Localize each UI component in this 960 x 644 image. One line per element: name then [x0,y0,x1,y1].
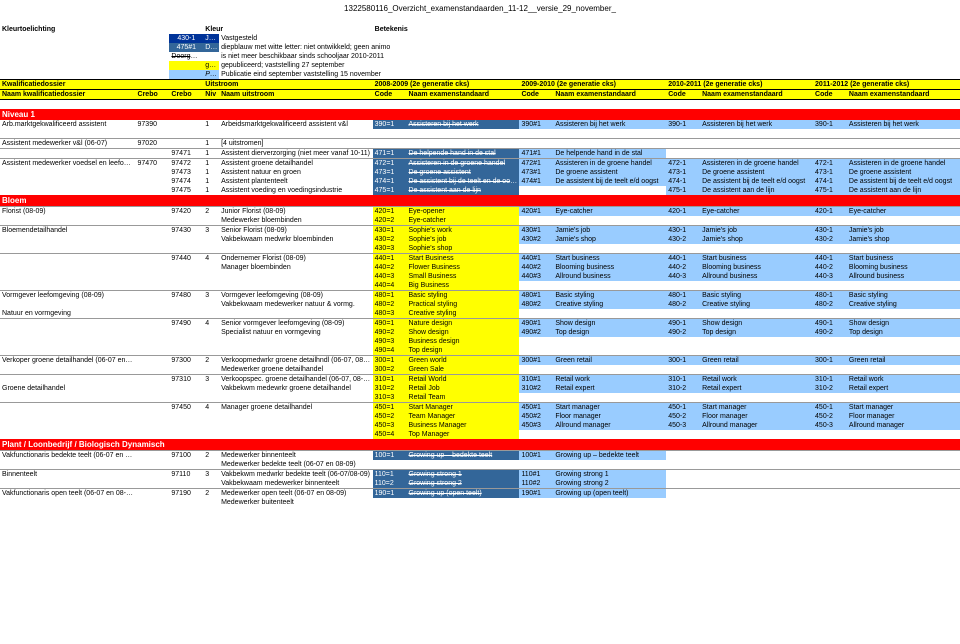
hdr-kwalificatiedossier: Kwalificatiedossier [0,80,203,90]
section-bloem: Bloem [0,195,960,207]
section-niveau1: Niveau 1 [0,109,960,120]
document-title: 1322580116_Overzicht_examenstandaarden_1… [0,4,960,13]
main-table: KleurtoelichtingKleurBetekenis430-1Jamie… [0,25,960,507]
section-plant: Plant / Loonbedrijf / Biologisch Dynamis… [0,439,960,451]
